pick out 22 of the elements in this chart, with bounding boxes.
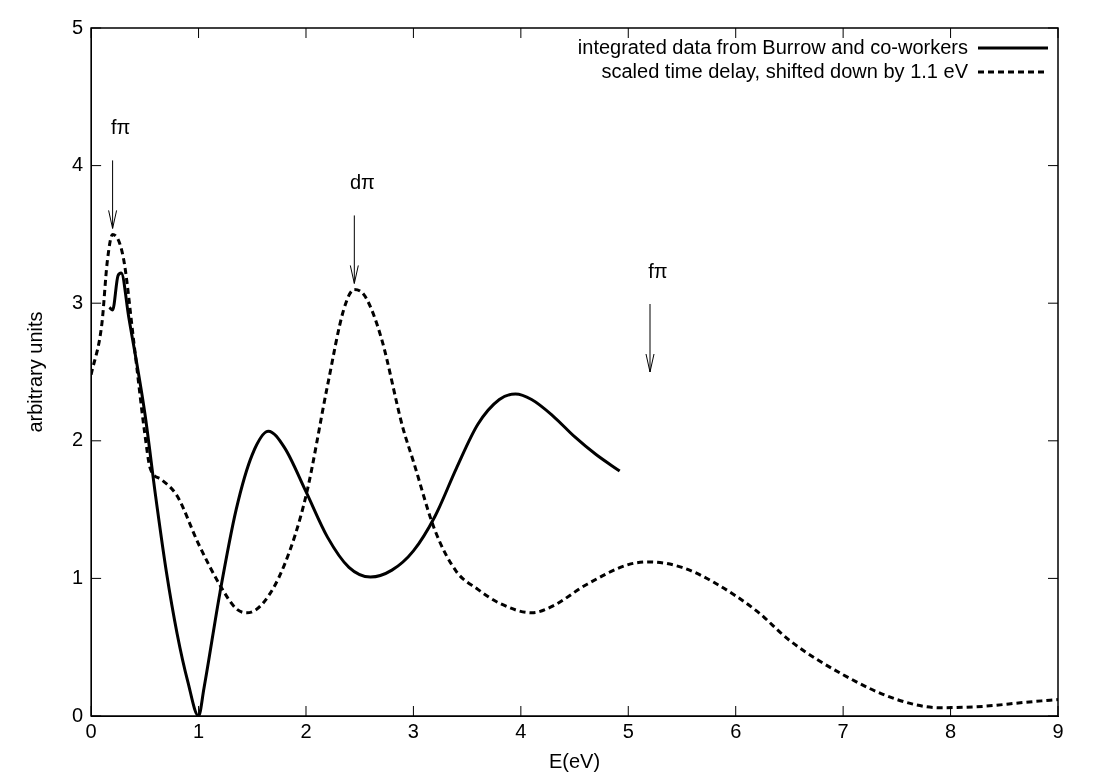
y-tick-label: 5 xyxy=(72,15,84,38)
y-tick-label: 2 xyxy=(72,428,84,451)
legend-label: scaled time delay, shifted down by 1.1 eV xyxy=(601,59,969,82)
x-tick-label: 8 xyxy=(945,719,957,742)
annotation: dπ xyxy=(349,170,375,193)
y-tick-label: 1 xyxy=(72,565,84,588)
annotation: fπ xyxy=(110,115,131,138)
legend-label: integrated data from Burrow and co-workers xyxy=(577,35,968,58)
x-tick-label: 2 xyxy=(300,719,312,742)
x-tick-label: 1 xyxy=(192,719,205,742)
y-axis-title: arbitrary units xyxy=(23,311,46,433)
x-tick-label: 3 xyxy=(407,719,419,742)
x-axis-title: E(eV) xyxy=(549,749,601,772)
x-tick-label: 7 xyxy=(837,719,849,742)
x-tick-label: 4 xyxy=(515,719,527,742)
y-tick-label: 3 xyxy=(72,290,84,313)
x-tick-label: 9 xyxy=(1052,719,1064,742)
annotation: fπ xyxy=(648,259,668,282)
y-tick-label: 0 xyxy=(72,703,84,726)
x-tick-label: 6 xyxy=(730,719,742,742)
x-tick-label: 5 xyxy=(622,719,634,742)
y-tick-label: 4 xyxy=(72,153,84,176)
